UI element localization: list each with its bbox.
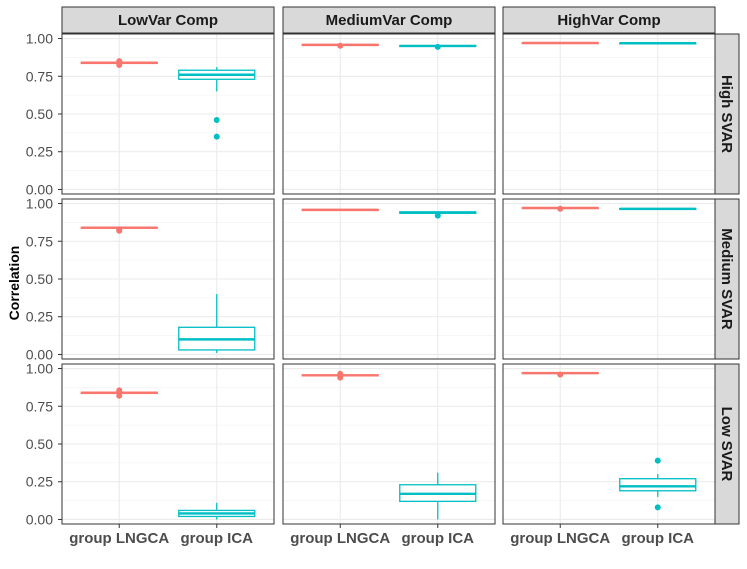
outlier-point <box>116 387 123 394</box>
panel-r1-c0 <box>61 198 275 360</box>
y-tick-label: 0.75 <box>26 68 53 84</box>
outlier-point <box>337 42 344 49</box>
x-tick-label: group LNGCA <box>510 530 610 547</box>
y-tick-label: 0.00 <box>26 511 53 527</box>
panel-r0-c1 <box>282 33 496 195</box>
column-strip-2 <box>502 6 716 34</box>
x-tick-label: group LNGCA <box>290 530 390 547</box>
outlier-point <box>557 205 564 212</box>
panel-r1-c2 <box>502 198 716 360</box>
outlier-point <box>654 504 661 511</box>
panel-border <box>61 33 275 195</box>
x-tick-label: group LNGCA <box>69 530 169 547</box>
column-strip-label: HighVar Comp <box>557 12 660 29</box>
y-tick-label: 0.25 <box>26 474 53 490</box>
column-strip-label: MediumVar Comp <box>326 12 453 29</box>
column-strip-1 <box>282 6 496 34</box>
y-tick-label: 0.00 <box>26 181 53 197</box>
row-strip-label: Medium SVAR <box>718 228 735 330</box>
y-tick-label: 0.75 <box>26 233 53 249</box>
row-strip-1 <box>714 198 740 360</box>
x-tick-label: group ICA <box>622 530 695 547</box>
y-tick-label: 1.00 <box>26 361 53 377</box>
y-tick-label: 0.75 <box>26 398 53 414</box>
y-tick-label: 0.25 <box>26 144 53 160</box>
panel-border <box>61 198 275 360</box>
outlier-point <box>116 58 123 65</box>
y-tick-label: 1.00 <box>26 196 53 212</box>
panel-border <box>502 363 716 525</box>
panel-r0-c2 <box>502 33 716 195</box>
y-tick-label: 1.00 <box>26 31 53 47</box>
x-tick-label: group ICA <box>181 530 254 547</box>
row-strip-label: High SVAR <box>718 75 735 153</box>
panel-r2-c0 <box>61 363 275 525</box>
row-strip-label: Low SVAR <box>718 407 735 482</box>
y-axis-title: Correlation <box>6 246 22 321</box>
outlier-point <box>434 212 441 219</box>
panel-border <box>282 363 496 525</box>
outlier-point <box>213 117 220 124</box>
x-tick-label: group ICA <box>402 530 475 547</box>
outlier-point <box>434 43 441 50</box>
panel-border <box>502 198 716 360</box>
panel-border <box>502 33 716 195</box>
outlier-point <box>213 133 220 140</box>
panel-border <box>61 363 275 525</box>
panel-border <box>282 33 496 195</box>
box <box>619 478 697 492</box>
outlier-point <box>654 457 661 464</box>
column-strip-label: LowVar Comp <box>118 12 218 29</box>
y-tick-label: 0.00 <box>26 346 53 362</box>
panel-r0-c0 <box>61 33 275 195</box>
y-tick-label: 0.50 <box>26 271 53 287</box>
y-tick-label: 0.25 <box>26 309 53 325</box>
panels-layer: LowVar Comp MediumVar Comp HighVar Comp Hig… <box>26 6 740 547</box>
row-strip-0 <box>714 33 740 195</box>
outlier-point <box>116 392 123 399</box>
y-tick-label: 0.50 <box>26 436 53 452</box>
outlier-point <box>557 371 564 378</box>
panel-border <box>282 198 496 360</box>
column-strip-0 <box>61 6 275 34</box>
panel-r2-c1 <box>282 363 496 525</box>
outlier-point <box>337 370 344 377</box>
panel-r1-c1 <box>282 198 496 360</box>
panel-r2-c2 <box>502 363 716 525</box>
y-tick-label: 0.50 <box>26 106 53 122</box>
outlier-point <box>116 226 123 233</box>
